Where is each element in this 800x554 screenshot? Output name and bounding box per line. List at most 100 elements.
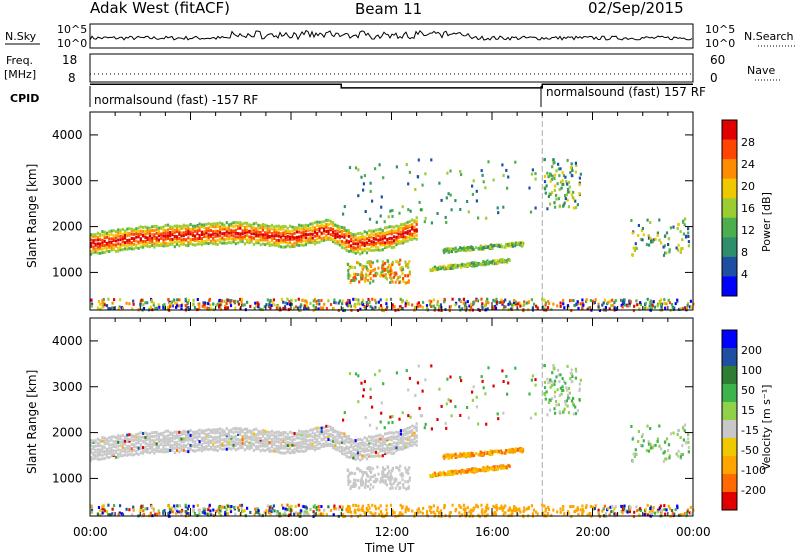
colorbar-swatch bbox=[722, 178, 737, 199]
echo-cell bbox=[500, 504, 503, 508]
echo-cell bbox=[313, 230, 317, 234]
echo-cell bbox=[137, 452, 140, 456]
echo-cell bbox=[184, 299, 187, 303]
echo-cell bbox=[191, 227, 194, 231]
echo-cell bbox=[137, 230, 140, 234]
echo-cell bbox=[492, 465, 495, 469]
echo-cell bbox=[356, 448, 359, 452]
echo-cell bbox=[101, 444, 104, 448]
echo-cell bbox=[271, 300, 274, 304]
echo-cell bbox=[359, 513, 362, 517]
echo-cell bbox=[230, 241, 233, 245]
echo-cell bbox=[399, 235, 402, 239]
echo-cell bbox=[381, 237, 384, 241]
echo-cell bbox=[664, 306, 667, 310]
echo-cell bbox=[576, 203, 579, 207]
echo-cell bbox=[275, 224, 278, 228]
echo-cell bbox=[182, 231, 185, 235]
echo-cell bbox=[234, 224, 237, 228]
echo-cell bbox=[390, 442, 393, 446]
echo-cell bbox=[137, 246, 140, 250]
echo-cell bbox=[336, 448, 339, 452]
echo-cell bbox=[323, 508, 326, 512]
echo-cell bbox=[286, 244, 289, 248]
echo-cell bbox=[570, 368, 573, 372]
echo-cell bbox=[142, 233, 145, 237]
echo-cell bbox=[227, 441, 231, 445]
echo-cell bbox=[334, 447, 337, 451]
echo-cell bbox=[280, 503, 284, 507]
echo-cell bbox=[230, 434, 233, 438]
echo-cell bbox=[255, 438, 258, 442]
echo-cell bbox=[119, 248, 122, 252]
echo-cell bbox=[266, 504, 269, 508]
echo-cell bbox=[408, 466, 411, 470]
echo-cell bbox=[443, 300, 446, 304]
echo-cell bbox=[377, 444, 380, 448]
echo-cell bbox=[228, 299, 231, 303]
echo-cell bbox=[670, 303, 674, 306]
echo-cell bbox=[456, 470, 459, 474]
echo-cell bbox=[298, 223, 301, 227]
echo-cell bbox=[668, 250, 671, 254]
echo-cell bbox=[200, 449, 203, 453]
echo-cell bbox=[284, 435, 287, 439]
echo-cell bbox=[658, 301, 661, 305]
echo-cell bbox=[474, 452, 478, 456]
echo-cell bbox=[320, 430, 323, 433]
echo-cell bbox=[408, 478, 411, 482]
echo-cell bbox=[454, 263, 457, 267]
echo-cell bbox=[239, 297, 242, 301]
echo-cell bbox=[613, 306, 616, 310]
x-tick-label: 20:00 bbox=[576, 525, 611, 539]
echo-cell bbox=[189, 237, 192, 241]
echo-cell bbox=[388, 231, 391, 235]
echo-cell bbox=[454, 199, 457, 203]
colorbar-tick-label: -100 bbox=[741, 464, 766, 477]
echo-cell bbox=[157, 444, 160, 448]
echo-cell bbox=[406, 232, 409, 236]
echo-cell bbox=[130, 443, 133, 446]
echo-cell bbox=[464, 248, 467, 252]
echo-cell bbox=[559, 301, 562, 305]
echo-cell bbox=[234, 235, 237, 239]
echo-cell bbox=[363, 248, 366, 252]
echo-cell bbox=[459, 170, 462, 173]
echo-cell bbox=[405, 507, 409, 511]
echo-cell bbox=[232, 427, 235, 431]
echo-cell bbox=[562, 299, 565, 302]
echo-cell bbox=[375, 301, 378, 305]
echo-cell bbox=[291, 439, 294, 442]
echo-cell bbox=[543, 504, 546, 508]
echo-cell bbox=[252, 236, 255, 240]
echo-cell bbox=[662, 245, 665, 249]
echo-cell bbox=[399, 275, 402, 279]
echo-cell bbox=[312, 299, 315, 303]
echo-cell bbox=[298, 235, 301, 239]
echo-cell bbox=[162, 244, 165, 248]
echo-cell bbox=[486, 503, 489, 507]
echo-cell bbox=[589, 505, 592, 508]
echo-cell bbox=[284, 240, 287, 244]
echo-cell bbox=[360, 271, 363, 275]
echo-cell bbox=[205, 437, 208, 441]
echo-cell bbox=[327, 299, 330, 303]
echo-cell bbox=[246, 436, 249, 440]
echo-cell bbox=[266, 444, 269, 448]
echo-cell bbox=[137, 438, 140, 442]
echo-cell bbox=[286, 234, 289, 238]
echo-cell bbox=[341, 239, 344, 243]
echo-cell bbox=[395, 437, 398, 441]
echo-cell bbox=[198, 446, 201, 450]
echo-cell bbox=[382, 469, 385, 473]
echo-cell bbox=[518, 301, 521, 305]
echo-cell bbox=[387, 476, 390, 479]
echo-cell bbox=[406, 436, 409, 440]
echo-cell bbox=[394, 486, 397, 490]
echo-cell bbox=[467, 248, 470, 252]
echo-cell bbox=[462, 470, 466, 474]
echo-cell bbox=[363, 244, 366, 248]
echo-cell bbox=[347, 263, 350, 267]
echo-cell bbox=[400, 268, 403, 272]
echo-cell bbox=[430, 511, 433, 514]
